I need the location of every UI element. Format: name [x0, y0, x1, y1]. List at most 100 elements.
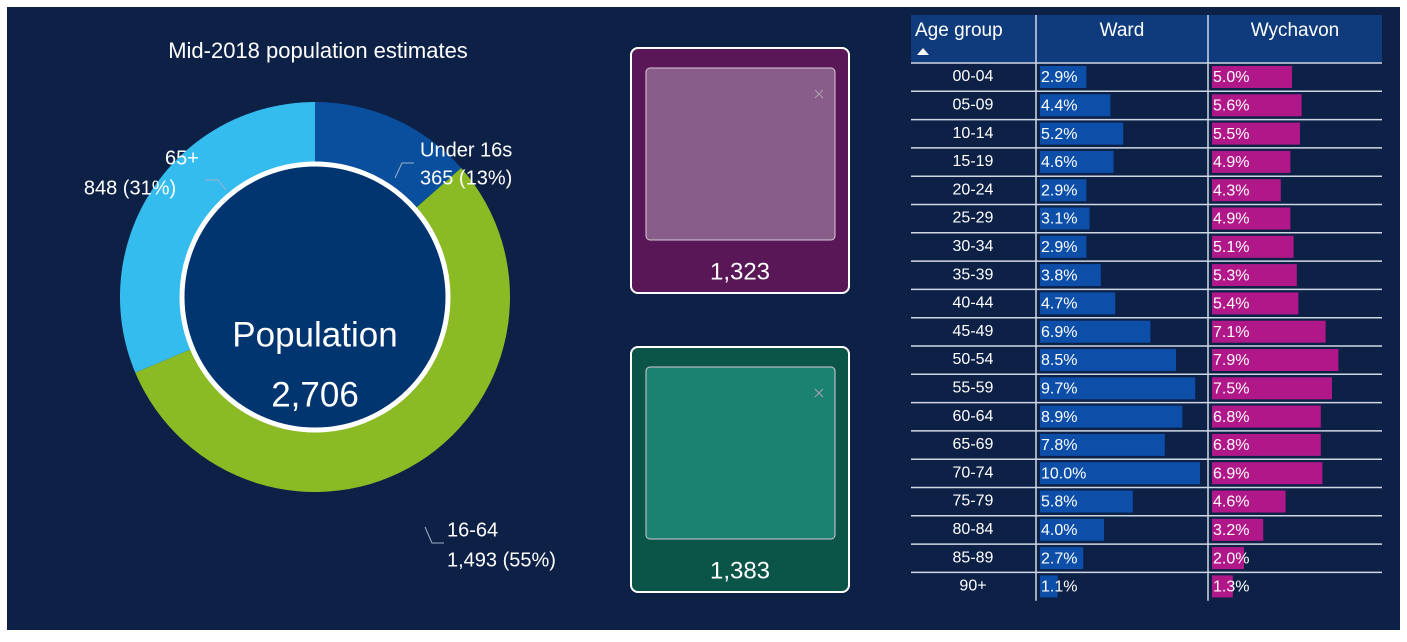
leader-line — [424, 526, 444, 544]
wychavon-bar — [1212, 292, 1299, 315]
ward-bar — [1040, 207, 1090, 230]
wychavon-bar — [1212, 405, 1321, 428]
broken-image-icon — [814, 388, 824, 398]
ward-cell: 8.9% — [1041, 409, 1077, 426]
donut-title: Mid-2018 population estimates — [168, 38, 468, 63]
ward-cell: 5.2% — [1041, 126, 1077, 143]
wychavon-cell: 4.9% — [1213, 211, 1249, 228]
age-cell: 40-44 — [953, 295, 994, 312]
wychavon-bar — [1212, 207, 1291, 230]
wychavon-cell: 6.8% — [1213, 437, 1249, 454]
segment-label: 365 (13%) — [420, 167, 512, 189]
wychavon-cell: 5.3% — [1213, 267, 1249, 284]
ward-bar — [1040, 547, 1084, 570]
wychavon-cell: 4.9% — [1213, 154, 1249, 171]
ward-cell: 2.7% — [1041, 550, 1077, 567]
card-image — [645, 366, 836, 540]
ward-cell: 2.9% — [1041, 239, 1077, 256]
wychavon-cell: 5.5% — [1213, 126, 1249, 143]
age-cell: 45-49 — [953, 323, 994, 340]
segment-label: 848 (31%) — [84, 177, 176, 199]
donut-segment — [135, 167, 510, 492]
ward-bar — [1040, 405, 1183, 428]
wychavon-bar — [1212, 547, 1244, 570]
wychavon-bar — [1212, 122, 1300, 145]
ward-cell: 3.8% — [1041, 267, 1077, 284]
segment-name: Under 16s — [420, 139, 512, 161]
ward-bar — [1040, 320, 1151, 343]
age-cell: 85-89 — [953, 549, 994, 566]
sort-arrow — [917, 48, 929, 55]
ward-bar — [1040, 179, 1087, 202]
ward-cell: 5.8% — [1041, 494, 1077, 511]
donut-segment — [119, 102, 315, 373]
age-cell: 25-29 — [953, 210, 994, 227]
ward-cell: 1.1% — [1041, 579, 1077, 596]
wychavon-cell: 4.3% — [1213, 182, 1249, 199]
wychavon-cell: 3.2% — [1213, 522, 1249, 539]
wychavon-bar — [1212, 179, 1281, 202]
card-value: 1,383 — [710, 557, 770, 584]
ward-bar — [1040, 235, 1087, 258]
age-cell: 55-59 — [953, 380, 994, 397]
wychavon-cell: 5.1% — [1213, 239, 1249, 256]
age-cell: 10-14 — [953, 125, 994, 142]
wychavon-cell: 5.4% — [1213, 296, 1249, 313]
ward-cell: 4.0% — [1041, 522, 1077, 539]
age-cell: 15-19 — [953, 153, 994, 170]
wychavon-bar — [1212, 462, 1323, 485]
wychavon-bar — [1212, 490, 1286, 513]
ward-bar — [1040, 490, 1133, 513]
ward-bar — [1040, 377, 1196, 400]
wychavon-cell: 7.5% — [1213, 381, 1249, 398]
column-header: Ward — [1100, 20, 1145, 41]
age-cell: 00-04 — [953, 68, 994, 85]
wychavon-cell: 1.3% — [1213, 579, 1249, 596]
wychavon-bar — [1212, 377, 1332, 400]
wychavon-cell: 4.6% — [1213, 494, 1249, 511]
ward-cell: 4.7% — [1041, 296, 1077, 313]
wychavon-cell: 5.6% — [1213, 98, 1249, 115]
leader-line — [205, 179, 227, 191]
age-cell: 75-79 — [953, 493, 994, 510]
wychavon-cell: 2.0% — [1213, 550, 1249, 567]
donut-segment — [315, 102, 462, 211]
ward-cell: 6.9% — [1041, 324, 1077, 341]
wychavon-bar — [1212, 94, 1302, 117]
donut-center — [179, 161, 451, 433]
ward-cell: 2.9% — [1041, 69, 1077, 86]
card-image — [645, 67, 836, 241]
donut — [119, 102, 510, 492]
wychavon-cell: 6.9% — [1213, 465, 1249, 482]
segment-label: 1,493 (55%) — [447, 549, 556, 571]
ward-cell: 7.8% — [1041, 437, 1077, 454]
wychavon-bar — [1212, 235, 1294, 258]
age-cell: 70-74 — [953, 464, 994, 481]
wychavon-cell: 6.8% — [1213, 409, 1249, 426]
ward-bar — [1040, 150, 1114, 173]
ward-cell: 4.4% — [1041, 98, 1077, 115]
age-cell: 30-34 — [953, 238, 994, 255]
ward-cell: 2.9% — [1041, 182, 1077, 199]
ward-bar — [1040, 292, 1116, 315]
wychavon-bar — [1212, 66, 1292, 88]
ward-bar — [1040, 433, 1165, 456]
wychavon-bar — [1212, 349, 1339, 371]
age-cell: 80-84 — [953, 521, 994, 538]
ward-cell: 4.6% — [1041, 154, 1077, 171]
ward-bar — [1040, 66, 1087, 88]
age-cell: 35-39 — [953, 266, 994, 283]
ward-bar — [1040, 264, 1101, 287]
segment-name: 65+ — [165, 147, 199, 169]
age-cell: 90+ — [959, 578, 986, 595]
center-label: Population — [232, 315, 397, 354]
wychavon-cell: 7.1% — [1213, 324, 1249, 341]
ward-cell: 9.7% — [1041, 381, 1077, 398]
wychavon-bar — [1212, 518, 1264, 541]
wychavon-bar — [1212, 433, 1321, 456]
ward-cell: 3.1% — [1041, 211, 1077, 228]
ward-bar — [1040, 518, 1104, 541]
table-header — [911, 15, 1382, 63]
leader-line — [394, 162, 414, 179]
ward-bar — [1040, 462, 1200, 485]
